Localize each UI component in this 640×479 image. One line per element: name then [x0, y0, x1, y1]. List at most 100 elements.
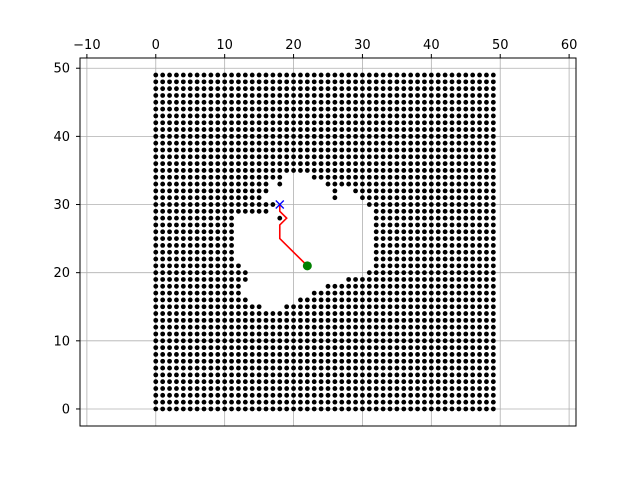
obstacle-point [291, 352, 296, 357]
obstacle-point [366, 79, 372, 85]
obstacle-point [174, 304, 179, 310]
obstacle-point [435, 270, 441, 276]
obstacle-point [153, 120, 159, 126]
obstacle-point [325, 174, 331, 180]
obstacle-point [263, 317, 269, 323]
obstacle-point [208, 106, 214, 112]
obstacle-point [174, 249, 179, 255]
obstacle-point [353, 304, 358, 310]
obstacle-point [160, 290, 166, 296]
obstacle-point [408, 113, 414, 119]
obstacle-point [442, 195, 448, 201]
obstacle-point [360, 311, 365, 316]
obstacle-point [194, 154, 200, 160]
obstacle-point [153, 392, 159, 398]
obstacle-point [215, 263, 221, 269]
obstacle-point [387, 174, 393, 180]
obstacle-point [249, 154, 255, 160]
obstacle-point [449, 79, 455, 85]
obstacle-point [160, 120, 166, 126]
obstacle-point [215, 406, 221, 412]
obstacle-point [401, 99, 407, 105]
obstacle-point [422, 168, 427, 173]
obstacle-point [242, 365, 248, 371]
obstacle-point [373, 399, 379, 405]
obstacle-point [442, 99, 448, 105]
obstacle-point [249, 208, 255, 214]
obstacle-point [408, 181, 414, 187]
obstacle-point [415, 113, 420, 119]
obstacle-point [270, 317, 276, 323]
obstacle-point [298, 168, 303, 173]
obstacle-point [332, 113, 338, 119]
obstacle-point [401, 174, 407, 180]
obstacle-point [415, 229, 420, 235]
obstacle-point [194, 297, 200, 303]
obstacle-point [318, 86, 324, 92]
obstacle-point [366, 372, 372, 378]
obstacle-point [325, 120, 331, 126]
obstacle-point [160, 297, 166, 303]
obstacle-point [346, 154, 352, 160]
obstacle-point [394, 188, 400, 194]
obstacle-point [208, 161, 214, 167]
obstacle-point [215, 399, 221, 405]
path-line [278, 204, 308, 267]
obstacle-point [215, 140, 221, 146]
obstacle-point [490, 304, 496, 310]
obstacle-point [415, 79, 420, 85]
obstacle-point [167, 208, 172, 214]
obstacle-point [401, 147, 407, 153]
obstacle-point [229, 270, 234, 276]
obstacle-point [435, 365, 441, 371]
obstacle-point [408, 399, 414, 405]
obstacle-point [490, 249, 496, 255]
obstacle-point [422, 140, 427, 146]
obstacle-point [428, 79, 434, 85]
obstacle-point [442, 358, 448, 364]
obstacle-point [401, 127, 407, 132]
obstacle-point [174, 168, 179, 173]
obstacle-point [249, 317, 255, 323]
obstacle-point [490, 386, 496, 391]
obstacle-point [484, 290, 489, 296]
obstacle-point [318, 93, 324, 98]
obstacle-point [201, 324, 207, 330]
obstacle-point [325, 352, 331, 357]
obstacle-point [484, 79, 489, 85]
obstacle-point [201, 277, 207, 282]
obstacle-point [422, 249, 427, 255]
obstacle-point [311, 127, 317, 132]
obstacle-point [387, 358, 393, 364]
obstacle-point [201, 79, 207, 85]
obstacle-point [263, 120, 269, 126]
obstacle-point [435, 86, 441, 92]
obstacle-point [325, 127, 331, 132]
obstacle-point [401, 215, 407, 221]
obstacle-point [194, 188, 200, 194]
obstacle-point [373, 215, 379, 221]
obstacle-point [167, 372, 172, 378]
obstacle-point [428, 86, 434, 92]
obstacle-point [373, 133, 379, 139]
obstacle-point [153, 106, 159, 112]
obstacle-point [387, 222, 393, 228]
obstacle-point [304, 154, 310, 160]
obstacle-point [222, 195, 228, 201]
obstacle-point [449, 208, 455, 214]
obstacle-point [449, 392, 455, 398]
obstacle-point [428, 379, 434, 385]
obstacle-point [284, 372, 290, 378]
obstacle-point [463, 331, 469, 337]
obstacle-point [187, 79, 193, 85]
obstacle-point [187, 277, 193, 282]
obstacle-point [463, 317, 469, 323]
obstacle-point [194, 229, 200, 235]
obstacle-point [187, 120, 193, 126]
obstacle-point [401, 188, 407, 194]
obstacle-point [153, 86, 159, 92]
obstacle-point [332, 99, 338, 105]
obstacle-point [346, 181, 352, 187]
obstacle-point [208, 297, 214, 303]
obstacle-point [394, 256, 400, 262]
